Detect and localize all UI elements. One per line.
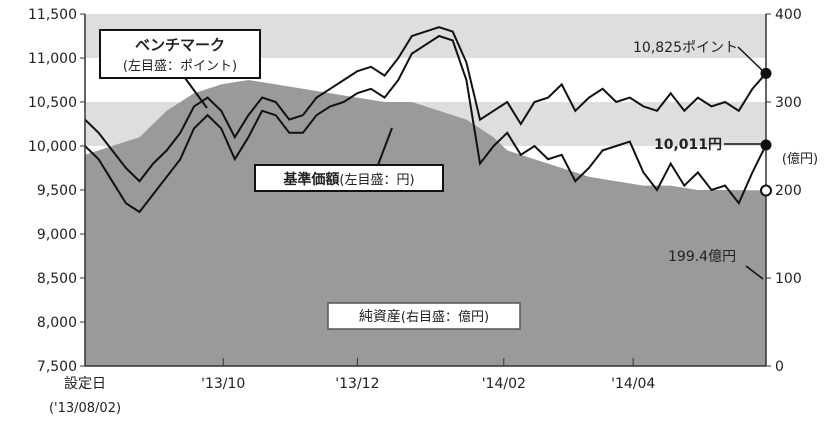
left-tick-label: 8,500 — [37, 271, 77, 287]
assets-end-marker — [760, 184, 772, 197]
right-tick-label: 400 — [775, 7, 802, 23]
left-tick-label: 11,000 — [28, 51, 77, 67]
benchmark-legend-box — [99, 29, 261, 79]
x-sub-label: ('13/08/02) — [49, 401, 121, 416]
right-tick-label: 100 — [775, 271, 802, 287]
nav-legend-label: 基準価額(左目盛：円) — [283, 171, 414, 188]
right-tick-label: 0 — [775, 359, 784, 375]
nav-legend-sub: (左目盛：円) — [339, 173, 414, 188]
benchmark-line — [84, 26, 767, 183]
right-axis-unit: (億円) — [782, 151, 818, 167]
right-axis-ticks: 0 100 200 300 400 — [766, 7, 802, 375]
left-tick-label: 9,500 — [37, 183, 77, 199]
left-tick-label: 7,500 — [37, 359, 77, 375]
benchmark-end-marker — [760, 67, 772, 79]
nav-end-marker — [760, 139, 772, 151]
benchmark-legend-sub: (左目盛：ポイント) — [123, 59, 237, 74]
left-tick-label: 10,500 — [28, 95, 77, 111]
left-tick-label: 10,000 — [28, 139, 77, 155]
assets-end-pointer — [745, 265, 764, 280]
x-axis-ticks: 設定日 '13/10 '13/12 '14/02 '14/04 — [64, 358, 655, 392]
benchmark-end-pointer — [737, 46, 764, 72]
x-tick-label: '14/02 — [482, 376, 526, 392]
benchmark-legend-name: ベンチマーク — [135, 36, 225, 54]
assets-legend-label: 純資産(右目盛：億円) — [359, 309, 489, 325]
nav-legend-name: 基準価額 — [283, 171, 339, 188]
benchmark-legend-pointer — [184, 77, 208, 109]
net-assets-area — [85, 80, 766, 366]
assets-legend-box — [327, 302, 521, 330]
left-tick-label: 11,500 — [28, 7, 77, 23]
assets-legend-sub: (右目盛：億円) — [401, 309, 489, 325]
x-tick-label: '14/04 — [611, 376, 655, 392]
assets-legend-name: 純資産 — [359, 309, 401, 325]
x-tick-label: '13/10 — [201, 376, 245, 392]
left-tick-label: 8,000 — [37, 315, 77, 331]
x-tick-label: '13/12 — [335, 376, 379, 392]
nav-legend-pointer — [377, 127, 393, 166]
right-tick-label: 200 — [775, 183, 802, 199]
left-axis-ticks: 7,500 8,000 8,500 9,000 9,500 10,000 10,500 11,… — [28, 7, 85, 375]
left-tick-label: 9,000 — [37, 227, 77, 243]
assets-end-label: 199.4億円 — [668, 249, 736, 265]
nav-legend-box — [254, 164, 444, 192]
nav-line — [84, 34, 767, 214]
benchmark-end-label: 10,825ポイント — [633, 40, 738, 56]
x-tick-label: 設定日 — [64, 376, 106, 392]
right-tick-label: 300 — [775, 95, 802, 111]
nav-end-label: 10,011円 — [654, 137, 722, 153]
